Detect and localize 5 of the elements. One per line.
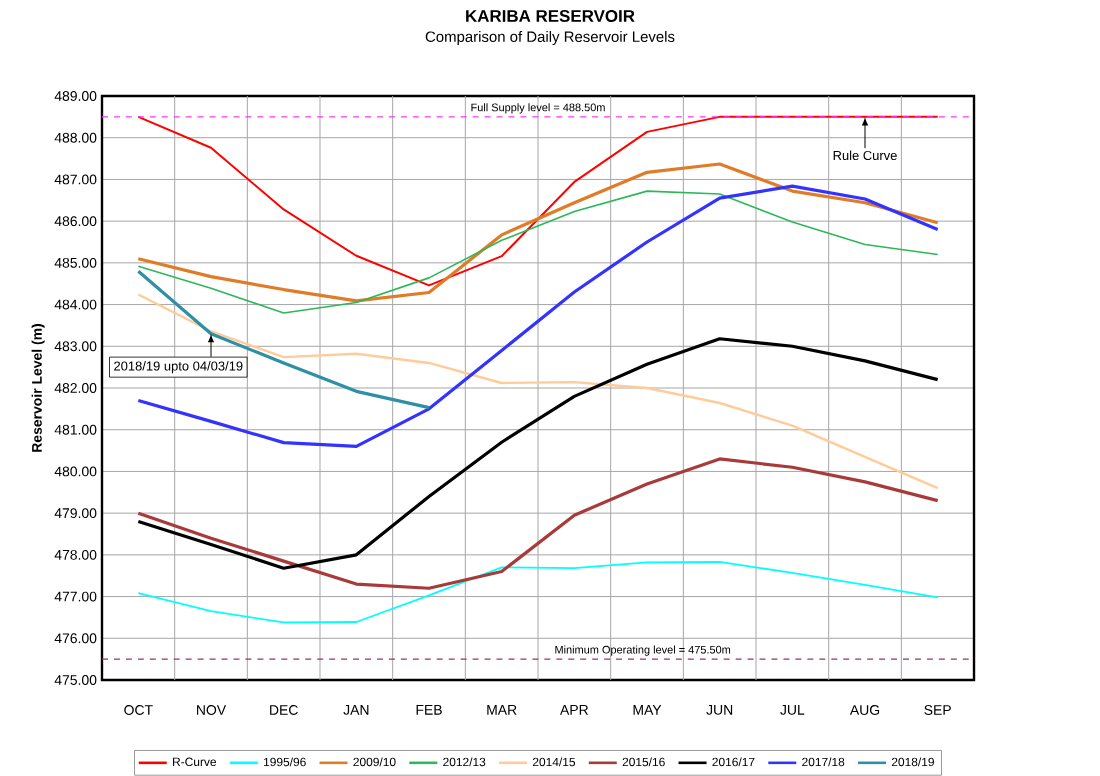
chart-title: KARIBA RESERVOIR [466, 10, 635, 22]
line-series [137, 190, 939, 314]
line-series [137, 561, 939, 624]
line-series [136, 162, 940, 303]
line-series [136, 457, 940, 590]
